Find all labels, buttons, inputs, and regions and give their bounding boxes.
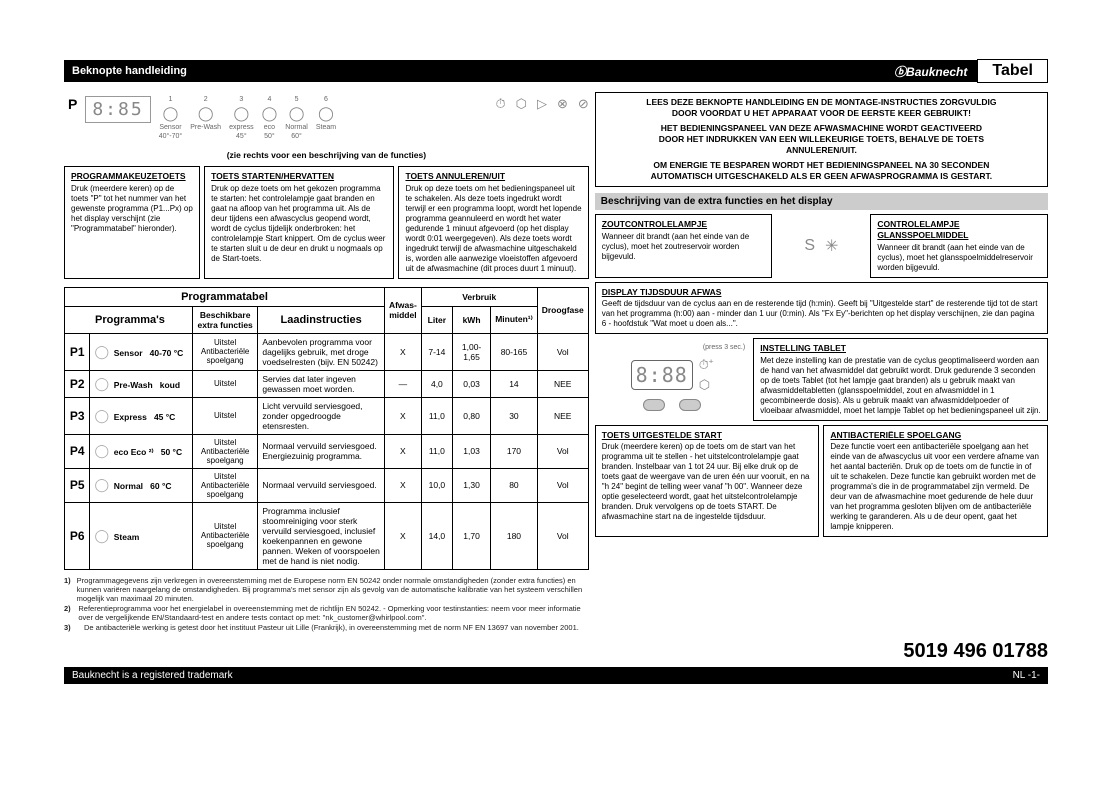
doc-title: Beknopte handleiding (64, 65, 884, 77)
panel-icon: ▷ (537, 96, 547, 112)
panel-icon: ⊗ (557, 96, 568, 112)
brand-logo: ⓑBauknecht (884, 63, 977, 80)
display-7seg: 8:85 (85, 96, 150, 123)
prog-icon: 4◯eco50° (262, 96, 278, 140)
footnotes: 1)Programmagegevens zijn verkregen in ov… (64, 576, 589, 632)
salt-rinse-icons: S✳ (776, 214, 866, 277)
table-row: P6 ◯ Steam Uitstel Antibacteriële spoelg… (65, 502, 589, 569)
key-program: PROGRAMMAKEUZETOETS Druk (meerdere keren… (64, 166, 200, 279)
prog-icon: 3◯express45° (229, 96, 254, 140)
part-number: 5019 496 01788 (903, 640, 1048, 663)
table-row: P3 ◯ Express 45 °C Uitstel Licht vervuil… (65, 397, 589, 434)
delay-icon: ⏱⁺ (699, 357, 714, 373)
display-duration-box: DISPLAY TIJDSDUUR AFWAS Geeft de tijdsdu… (595, 282, 1048, 335)
warning-box: LEES DEZE BEKNOPTE HANDLEIDING EN DE MON… (595, 92, 1048, 187)
delay-start-box: TOETS UITGESTELDE START Druk (meerdere k… (595, 425, 820, 538)
control-panel-illustration: P 8:85 1◯Sensor40°-70° 2◯Pre-Wash 3◯expres… (64, 92, 589, 148)
key-cancel: TOETS ANNULEREN/UIT Druk op deze toets o… (398, 166, 588, 279)
tablet-box: INSTELLING TABLET Met deze instelling ka… (753, 338, 1048, 421)
prog-icon: 1◯Sensor40°-70° (159, 96, 183, 140)
bottom-bar: Bauknecht is a registered trademark NL -… (64, 667, 1048, 684)
button-pill (643, 399, 665, 411)
p-button-label: P (68, 96, 77, 112)
antibacterial-box: ANTIBACTERIËLE SPOELGANG Deze functie vo… (823, 425, 1048, 538)
top-bar: Beknopte handleiding ⓑBauknecht Tabel (64, 60, 1048, 82)
section-title: Beschrijving van de extra functies en he… (595, 193, 1048, 210)
key-start: TOETS STARTEN/HERVATTEN Druk op deze toe… (204, 166, 394, 279)
salt-lamp-box: ZOUTCONTROLELAMPJE Wanneer dit brandt (a… (595, 214, 773, 277)
button-pill (679, 399, 701, 411)
prog-icon: 5◯Normal60° (285, 96, 308, 140)
program-table: Programmatabel Afwas-middel Verbruik Dro… (64, 287, 589, 570)
prog-icon: 6◯Steam (316, 96, 336, 140)
prog-icon: 2◯Pre-Wash (190, 96, 221, 140)
tablet-icon: ⬡ (699, 377, 714, 393)
panel-icon: ⏱ (495, 96, 505, 112)
tab-label: Tabel (977, 59, 1048, 83)
rinse-icon: ✳ (825, 236, 838, 256)
functions-note: (zie rechts voor een beschrijving van de… (64, 150, 589, 160)
table-row: P1 ◯ Sensor 40-70 °C Uitstel Antibacteri… (65, 333, 589, 370)
table-row: P4 ◯ eco Eco ²⁾ 50 °C Uitstel Antibacter… (65, 434, 589, 468)
display-illustration: (press 3 sec.) 8:88 ⏱⁺ ⬡ (595, 338, 749, 421)
salt-icon: S (804, 237, 815, 255)
panel-icon: ⊘ (578, 96, 589, 112)
panel-icon: ⬡ (516, 96, 527, 112)
rinse-lamp-box: CONTROLELAMPJE GLANSSPOELMIDDEL Wanneer … (870, 214, 1048, 277)
table-row: P2 ◯ Pre-Wash koud Uitstel Servies dat l… (65, 370, 589, 397)
table-row: P5 ◯ Normal 60 °C Uitstel Antibacteriële… (65, 468, 589, 502)
